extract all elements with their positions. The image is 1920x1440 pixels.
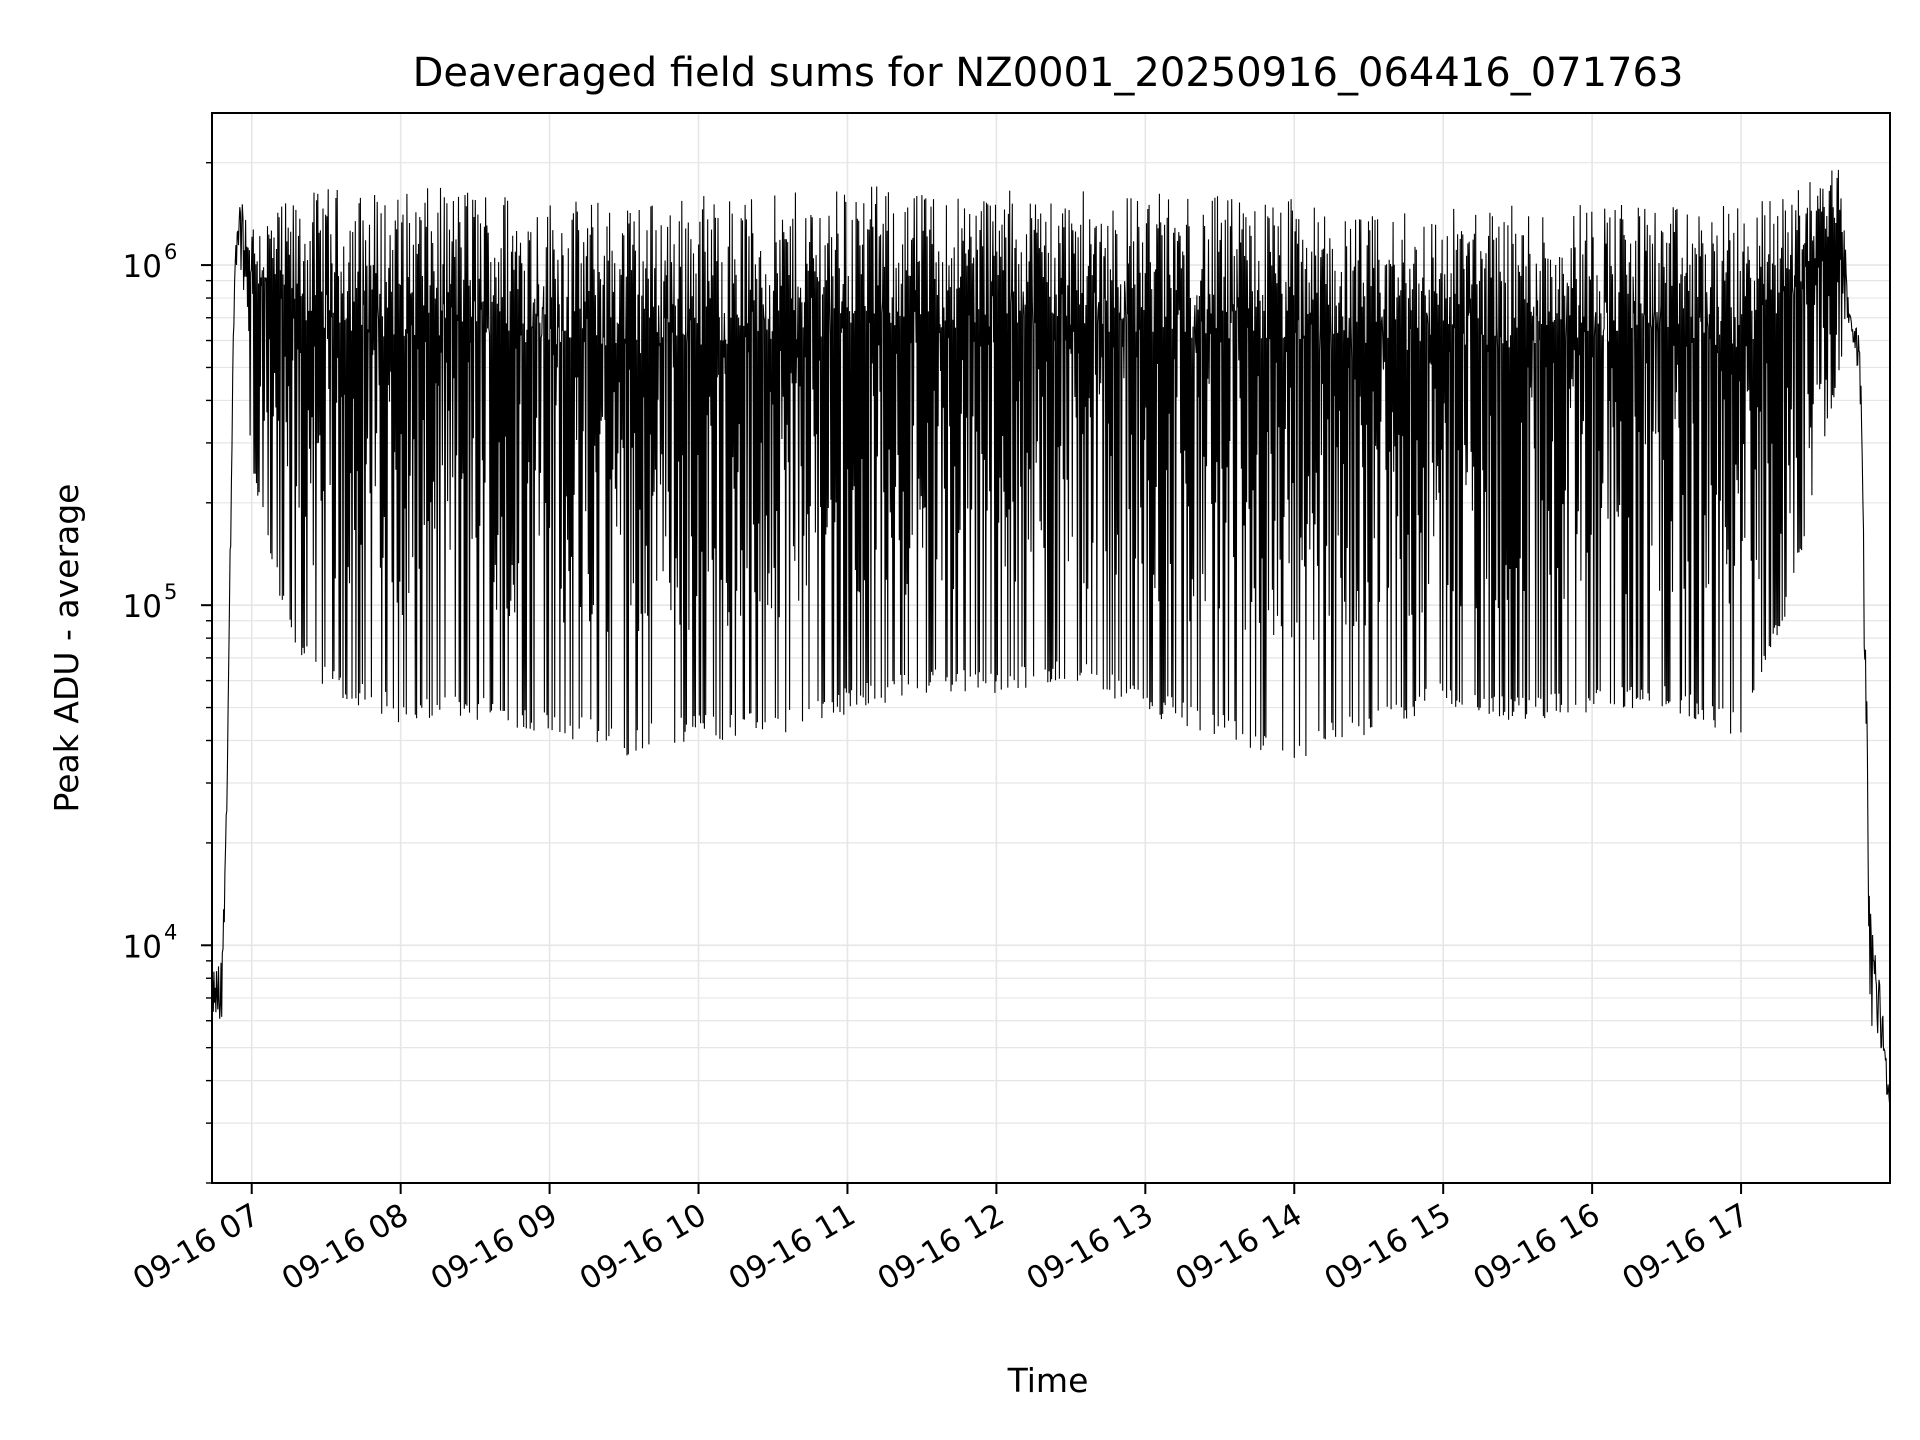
y-axis-label: Peak ADU - average — [47, 484, 86, 813]
chart-title: Deaveraged field sums for NZ0001_2025091… — [413, 50, 1684, 96]
y-tick-exponent: 4 — [164, 920, 177, 944]
y-tick-base: 10 — [123, 929, 162, 965]
series-path — [211, 169, 1891, 1105]
y-tick-exponent: 6 — [164, 240, 177, 264]
series-line — [211, 169, 1891, 1105]
y-tick-exponent: 5 — [164, 580, 177, 604]
y-tick-label: 10 4 — [123, 920, 178, 965]
plot-area-frame — [211, 112, 1891, 1184]
y-tick-label: 10 6 — [123, 240, 178, 285]
y-tick-label: 10 5 — [123, 580, 178, 625]
y-tick-base: 10 — [123, 249, 162, 285]
y-tick-base: 10 — [123, 589, 162, 625]
x-axis-label: Time — [1007, 1361, 1089, 1400]
